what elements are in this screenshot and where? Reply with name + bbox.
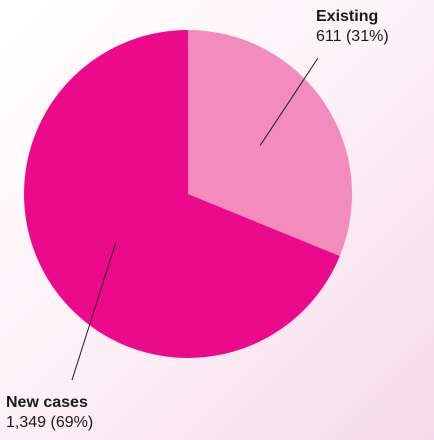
label-existing: Existing 611 (31%) <box>316 7 389 47</box>
pie-slice-existing <box>188 30 352 257</box>
label-new-cases: New cases 1,349 (69%) <box>6 393 93 433</box>
label-existing-name: Existing <box>316 8 379 25</box>
leader-line-existing <box>259 57 319 146</box>
label-new-cases-count: 1,349 <box>6 414 47 431</box>
label-new-cases-percent: 69% <box>55 414 88 431</box>
label-existing-value: 611 (31%) <box>316 28 389 45</box>
label-new-cases-value: 1,349 (69%) <box>6 414 94 431</box>
label-existing-percent: 31% <box>351 28 384 45</box>
label-existing-count: 611 <box>316 28 342 45</box>
label-new-cases-name: New cases <box>6 394 88 411</box>
pie-slice-new-cases <box>23 30 340 358</box>
leader-line-new-cases <box>71 242 117 381</box>
